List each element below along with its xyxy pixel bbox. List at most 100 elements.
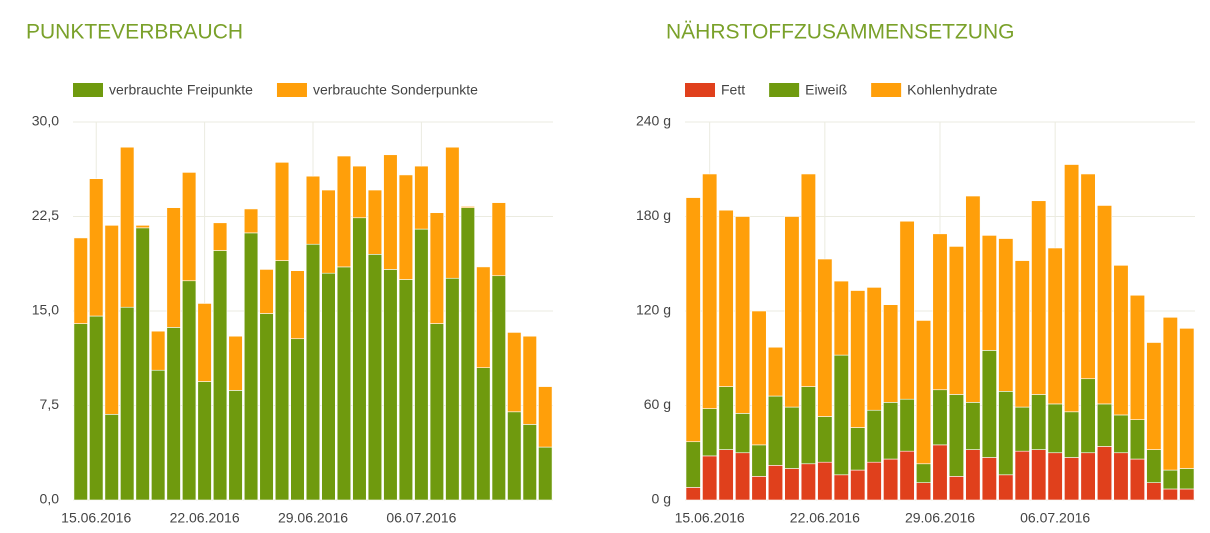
- bar-segment: [491, 275, 506, 501]
- bar-segment: [965, 449, 981, 501]
- legend-swatch: [871, 83, 902, 97]
- bar-segment: [833, 354, 849, 476]
- bar-segment: [718, 209, 734, 387]
- legend-label: verbrauchte Sonderpunkte: [313, 82, 478, 98]
- bar-segment: [104, 414, 119, 501]
- x-tick-label: 06.07.2016: [386, 510, 456, 526]
- bar-segment: [1031, 449, 1047, 501]
- bar-segment: [866, 287, 882, 411]
- bar-segment: [321, 189, 336, 274]
- bar-segment: [336, 155, 352, 268]
- bar-segment: [767, 465, 784, 501]
- x-tick-label: 29.06.2016: [905, 510, 975, 526]
- bar-segment: [120, 146, 135, 308]
- bar-segment: [212, 222, 228, 251]
- bar-segment: [290, 338, 305, 501]
- bar-segment: [1031, 200, 1047, 395]
- y-tick-label: 22,5: [32, 207, 59, 223]
- bar-segment: [507, 411, 522, 501]
- chart-title: PUNKTEVERBRAUCH: [26, 21, 243, 44]
- bar-segment: [151, 330, 166, 371]
- bar-segment: [429, 323, 444, 501]
- bar-segment: [197, 381, 212, 501]
- x-tick-label: 06.07.2016: [1020, 510, 1090, 526]
- bar-segment: [833, 474, 849, 501]
- bar-segment: [685, 441, 701, 488]
- bar-segment: [336, 266, 352, 501]
- bar-segment: [833, 280, 849, 356]
- bar-segment: [228, 335, 243, 391]
- bar-segment: [948, 476, 964, 501]
- bar-segment: [751, 476, 767, 501]
- bar-segment: [998, 238, 1014, 392]
- bar-segment: [948, 246, 964, 395]
- bar-segment: [538, 446, 553, 501]
- bar-segment: [507, 332, 522, 413]
- bar-segment: [916, 320, 932, 465]
- bar-segment: [73, 237, 88, 324]
- bar-segment: [1179, 328, 1195, 469]
- bar-segment: [89, 178, 104, 317]
- y-tick-label: 0 g: [652, 491, 671, 507]
- bar-segment: [767, 346, 784, 397]
- bar-segment: [850, 427, 866, 471]
- x-tick-label: 22.06.2016: [790, 510, 860, 526]
- bar-segment: [1179, 468, 1195, 490]
- bar-segment: [932, 444, 948, 501]
- bar-segment: [932, 233, 948, 391]
- bar-segment: [460, 207, 475, 501]
- bar-segment: [1096, 403, 1113, 447]
- bar-segment: [274, 260, 290, 501]
- x-tick-label: 15.06.2016: [61, 510, 131, 526]
- bar-segment: [352, 217, 367, 501]
- bar-segment: [398, 279, 414, 501]
- bar-segment: [702, 173, 718, 409]
- bar-segment: [751, 444, 767, 477]
- legend-label: Eiweiß: [805, 82, 847, 98]
- bar-segment: [1080, 173, 1096, 380]
- bar-segment: [998, 474, 1014, 501]
- bar-segment: [866, 461, 882, 501]
- bar-segment: [899, 450, 915, 501]
- y-tick-label: 60 g: [644, 396, 671, 412]
- bar-segment: [817, 416, 833, 463]
- bar-segment: [735, 452, 751, 501]
- bar-segment: [1080, 378, 1096, 454]
- bar-segment: [243, 208, 259, 234]
- bar-segment: [866, 409, 882, 463]
- bar-segment: [1014, 406, 1030, 452]
- bar-segment: [1129, 294, 1145, 420]
- bar-segment: [718, 449, 734, 501]
- bar-segment: [899, 220, 915, 400]
- bar-segment: [718, 386, 734, 450]
- bar-segment: [916, 463, 932, 483]
- bar-segment: [702, 455, 718, 501]
- bar-segment: [702, 408, 718, 457]
- bar-segment: [1031, 394, 1047, 450]
- bar-segment: [1146, 449, 1162, 483]
- bar-segment: [1146, 482, 1162, 501]
- bar-segment: [817, 461, 833, 501]
- bar-segment: [1096, 205, 1113, 405]
- bar-segment: [998, 391, 1014, 476]
- y-tick-label: 15,0: [32, 302, 59, 318]
- bar-segment: [735, 413, 751, 454]
- bar-segment: [104, 225, 119, 415]
- bar-segment: [398, 174, 414, 280]
- bar-segment: [800, 173, 816, 387]
- bar-segment: [352, 165, 367, 219]
- bar-segment: [981, 235, 997, 351]
- bar-segment: [1064, 164, 1080, 413]
- bar-segment: [784, 468, 800, 501]
- bar-segment: [89, 315, 104, 501]
- bar-segment: [321, 272, 336, 501]
- bar-segment: [981, 350, 997, 458]
- bar-segment: [751, 310, 767, 446]
- legend-label: verbrauchte Freipunkte: [109, 82, 253, 98]
- bar-segment: [522, 424, 537, 501]
- bar-segment: [228, 390, 243, 501]
- bar-segment: [135, 225, 150, 229]
- bar-segment: [243, 232, 259, 501]
- bar-segment: [445, 277, 460, 501]
